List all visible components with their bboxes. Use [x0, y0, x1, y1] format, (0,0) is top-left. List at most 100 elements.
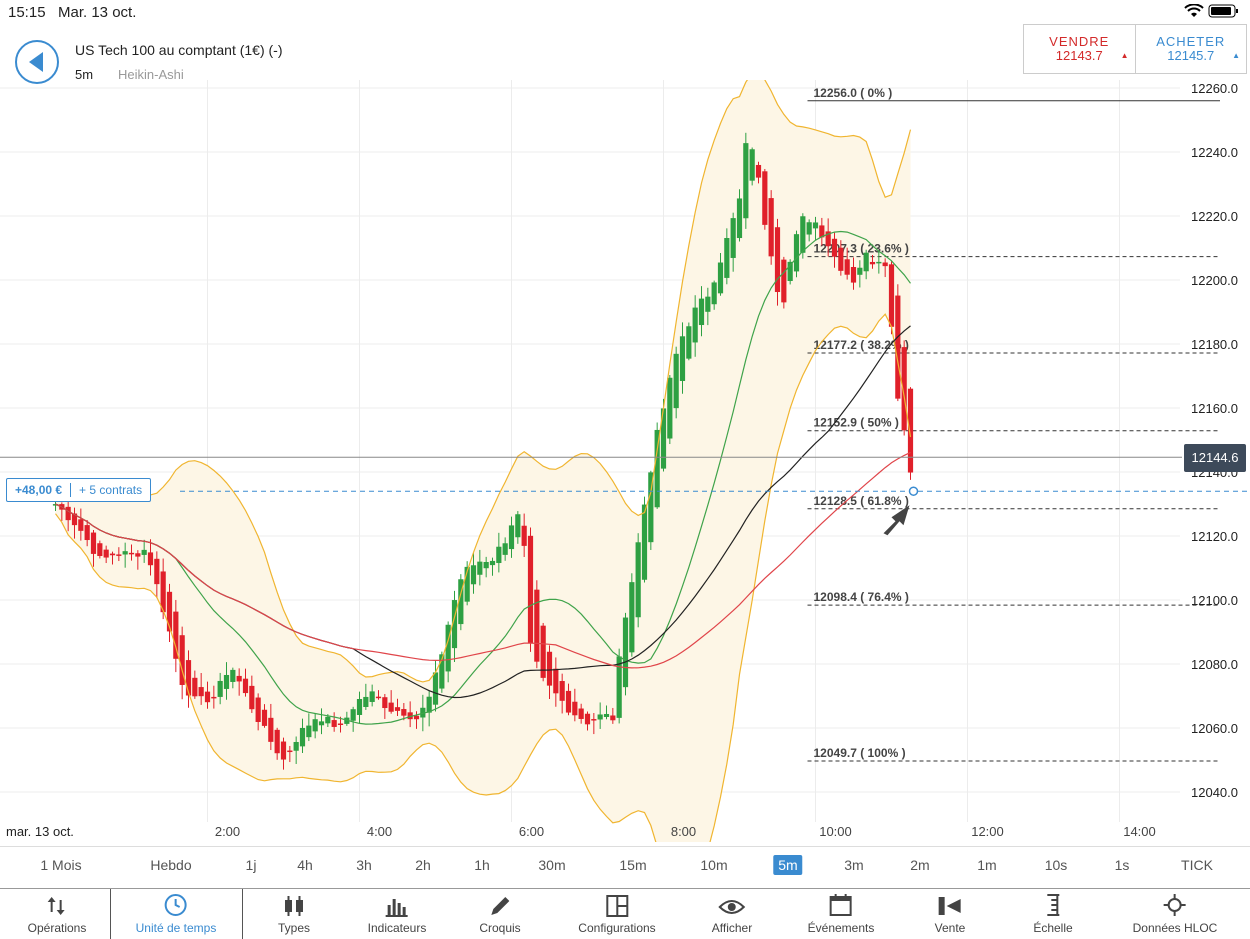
toolbar-layout-button[interactable]: Configurations: [578, 889, 656, 939]
candle-down: [755, 164, 762, 178]
timeframe-bar: 1 Mois Hebdo 1j 4h 3h 2h 1h 30m 15m 10m 5m 3m 2m 1m 10…: [0, 846, 1250, 887]
position-marker: [908, 486, 919, 496]
buy-button[interactable]: ACHETER 12145.7 ▲: [1136, 25, 1247, 73]
candle-down: [109, 553, 116, 556]
candle-up: [350, 709, 356, 721]
back-button[interactable]: [15, 40, 59, 84]
buy-price: 12145.7: [1167, 48, 1215, 63]
candle-up: [508, 525, 515, 550]
scale-icon: [1033, 889, 1072, 917]
arrow-pointer-icon: [883, 505, 910, 536]
toolbar-crosshair-button[interactable]: Données HLOC: [1132, 889, 1218, 939]
candle-down: [553, 668, 559, 694]
timeframe-10s[interactable]: 10s: [1044, 857, 1068, 873]
candle-down: [204, 691, 211, 703]
candle-up: [622, 617, 629, 688]
arrows-updown-icon: [28, 889, 87, 917]
toolbar-clock-button[interactable]: Unité de temps: [136, 889, 216, 939]
toolbar-label: Configurations: [578, 921, 656, 935]
toolbar-bar-chart-button[interactable]: Indicateurs: [368, 889, 426, 939]
candle-up: [724, 238, 730, 278]
toolbar-arrows-updown-button[interactable]: Opérations: [28, 889, 87, 939]
timeframe-tick[interactable]: TICK: [1181, 857, 1213, 873]
fib-level-label: 12256.0 ( 0% ): [814, 86, 893, 100]
y-tick-label: 12040.0: [1191, 785, 1238, 800]
toolbar-eye-button[interactable]: Afficher: [712, 889, 752, 939]
candle-down: [850, 267, 857, 283]
timeframe-1s[interactable]: 1s: [1114, 857, 1130, 873]
candle-down: [160, 571, 166, 613]
timeframe-1j[interactable]: 1j: [245, 857, 257, 873]
moving-average-red: [55, 451, 911, 669]
timeframe-30m[interactable]: 30m: [538, 857, 566, 873]
toolbar-label: Événements: [807, 921, 875, 935]
status-time: 15:15: [8, 4, 46, 21]
timeframe-hebdo[interactable]: Hebdo: [150, 857, 192, 873]
candle-down: [781, 259, 787, 303]
timeframe-1m[interactable]: 1m: [977, 857, 997, 873]
timeframe-1h[interactable]: 1h: [474, 857, 490, 873]
back-arrow-icon: [29, 52, 43, 72]
candle-up: [356, 699, 363, 715]
wifi-icon: [1184, 3, 1204, 17]
candle-down: [280, 741, 287, 760]
candle-down: [255, 697, 261, 722]
candle-down: [534, 589, 540, 662]
candle-down: [591, 719, 597, 721]
position-pnl: +48,00 €: [15, 483, 63, 497]
candle-down: [825, 231, 831, 247]
sell-price: 12143.7: [1055, 48, 1103, 63]
candle-down: [97, 543, 103, 557]
toolbar-label: Afficher: [711, 921, 753, 935]
bollinger-lower: [55, 313, 912, 842]
candle-down: [71, 513, 78, 526]
candle-down: [337, 723, 344, 726]
buy-label: ACHETER: [1156, 34, 1226, 49]
timeframe-10m[interactable]: 10m: [700, 857, 728, 873]
candle-up: [458, 579, 464, 625]
toolbar-scale-button[interactable]: Échelle: [1033, 889, 1073, 939]
timeframe-3h[interactable]: 3h: [356, 857, 372, 873]
toolbar-calendar-button[interactable]: Événements: [807, 889, 875, 939]
candle-down: [388, 702, 394, 712]
timeframe-2h[interactable]: 2h: [415, 857, 431, 873]
toolbar-pencil-button[interactable]: Croquis: [479, 889, 521, 939]
status-date: Mar. 13 oct.: [58, 4, 137, 21]
timeframe-4h[interactable]: 4h: [297, 857, 313, 873]
fib-level-label: 12177.2 ( 38.2% ): [814, 338, 909, 352]
x-tick-label: 2:00: [215, 824, 240, 839]
instrument-title[interactable]: US Tech 100 au comptant (1€) (-): [75, 42, 283, 58]
candle-down: [185, 660, 192, 696]
candle-down: [888, 264, 895, 327]
crosshair-icon: [1133, 889, 1218, 917]
timeframe-15m[interactable]: 15m: [619, 857, 647, 873]
position-badge[interactable]: +48,00 € + 5 contrats: [6, 478, 152, 502]
candle-up: [515, 514, 521, 538]
toolbar-divider: [110, 889, 111, 939]
candle-down: [84, 525, 90, 541]
toolbar-camera-button[interactable]: Vente: [935, 889, 965, 939]
triangle-up-icon: ▲: [1232, 51, 1240, 60]
candles-icon: [278, 889, 310, 917]
toolbar-candles-button[interactable]: Types: [278, 889, 310, 939]
candle-up: [692, 307, 698, 343]
y-tick-label: 12240.0: [1191, 145, 1238, 160]
timeframe-label: 5m: [75, 67, 94, 82]
candle-up: [667, 377, 673, 439]
timeframe-1-mois[interactable]: 1 Mois: [40, 857, 82, 873]
candle-down: [274, 729, 280, 754]
candle-up: [876, 261, 882, 264]
chart-type-label: Heikin-Ashi: [118, 67, 184, 82]
candle-down: [65, 506, 71, 521]
price-chart[interactable]: 12256.0 ( 0% ) 12207.3 ( 23.6% ) 12177.2 (…: [0, 80, 1250, 842]
timeframe-3m[interactable]: 3m: [844, 857, 864, 873]
timeframe-5m[interactable]: 5m: [773, 855, 803, 875]
y-tick-label: 12080.0: [1191, 657, 1238, 672]
sell-button[interactable]: VENDRE 12143.7 ▲: [1024, 25, 1136, 73]
candle-up: [743, 143, 749, 219]
candle-down: [192, 677, 198, 697]
trade-box: VENDRE 12143.7 ▲ ACHETER 12145.7 ▲: [1023, 24, 1247, 74]
timeframe-2m[interactable]: 2m: [910, 857, 930, 873]
toolbar-label: Données HLOC: [1132, 921, 1218, 935]
x-tick-label: 14:00: [1123, 824, 1156, 839]
